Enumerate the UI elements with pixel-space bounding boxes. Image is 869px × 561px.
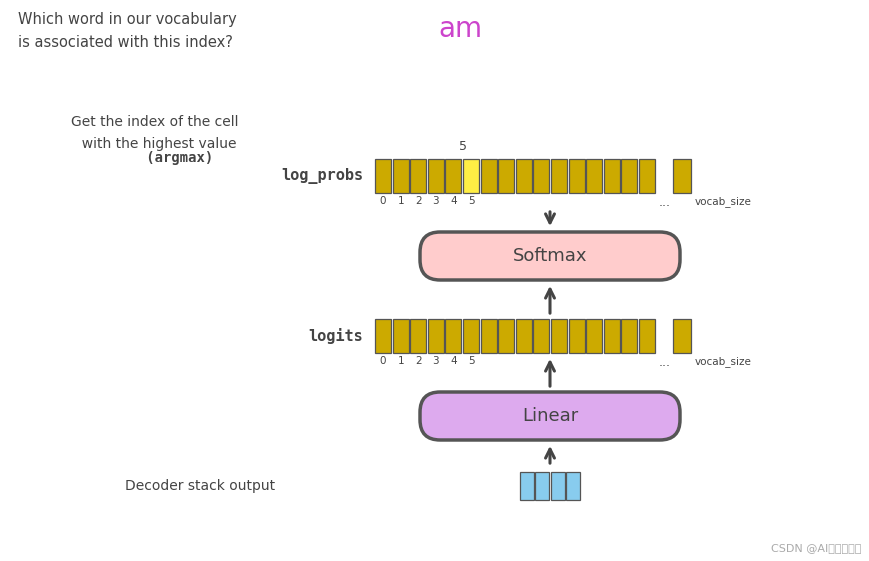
Bar bbox=[566, 472, 580, 500]
Bar bbox=[673, 159, 691, 193]
Text: Get the index of the cell
  with the highest value: Get the index of the cell with the highe… bbox=[71, 115, 239, 151]
Text: 5: 5 bbox=[468, 356, 474, 366]
Bar bbox=[446, 319, 461, 353]
Bar bbox=[551, 472, 565, 500]
Bar bbox=[639, 319, 655, 353]
Bar bbox=[481, 159, 497, 193]
Bar bbox=[604, 159, 620, 193]
Text: ...: ... bbox=[659, 196, 671, 209]
FancyBboxPatch shape bbox=[420, 392, 680, 440]
Text: 5: 5 bbox=[459, 140, 467, 153]
Text: 1: 1 bbox=[397, 196, 404, 206]
Text: 3: 3 bbox=[433, 196, 439, 206]
Bar bbox=[639, 159, 655, 193]
Bar bbox=[551, 319, 567, 353]
Text: (argmax): (argmax) bbox=[96, 151, 214, 165]
Text: ...: ... bbox=[659, 356, 671, 369]
Text: CSDN @AI架构师易筋: CSDN @AI架构师易筋 bbox=[771, 543, 861, 553]
Bar bbox=[498, 159, 514, 193]
Bar bbox=[535, 472, 549, 500]
Bar bbox=[515, 159, 532, 193]
Bar bbox=[534, 159, 549, 193]
Bar bbox=[568, 319, 585, 353]
Text: Linear: Linear bbox=[522, 407, 578, 425]
Bar bbox=[393, 319, 408, 353]
Text: Softmax: Softmax bbox=[513, 247, 587, 265]
Text: 4: 4 bbox=[450, 356, 457, 366]
Text: 2: 2 bbox=[415, 356, 421, 366]
Bar bbox=[410, 319, 427, 353]
Bar bbox=[604, 319, 620, 353]
Text: 0: 0 bbox=[380, 196, 387, 206]
Bar bbox=[515, 319, 532, 353]
Text: vocab_size: vocab_size bbox=[695, 196, 752, 207]
Bar bbox=[375, 319, 391, 353]
Text: Which word in our vocabulary
is associated with this index?: Which word in our vocabulary is associat… bbox=[18, 12, 236, 50]
Bar bbox=[673, 319, 691, 353]
Text: 3: 3 bbox=[433, 356, 439, 366]
Text: 0: 0 bbox=[380, 356, 387, 366]
Bar bbox=[551, 159, 567, 193]
Bar bbox=[568, 159, 585, 193]
Bar bbox=[498, 319, 514, 353]
Bar bbox=[621, 319, 637, 353]
Text: 1: 1 bbox=[397, 356, 404, 366]
Text: log_probs: log_probs bbox=[281, 168, 363, 184]
Text: am: am bbox=[438, 15, 482, 43]
Bar bbox=[463, 159, 479, 193]
Bar bbox=[621, 159, 637, 193]
Bar bbox=[463, 319, 479, 353]
Bar bbox=[428, 159, 444, 193]
Bar bbox=[534, 319, 549, 353]
Bar bbox=[586, 319, 602, 353]
FancyBboxPatch shape bbox=[420, 232, 680, 280]
Bar bbox=[428, 319, 444, 353]
Bar bbox=[586, 159, 602, 193]
Bar bbox=[375, 159, 391, 193]
Text: Decoder stack output: Decoder stack output bbox=[125, 479, 275, 493]
Text: 5: 5 bbox=[468, 196, 474, 206]
Bar bbox=[410, 159, 427, 193]
Text: logits: logits bbox=[308, 328, 363, 344]
Text: 4: 4 bbox=[450, 196, 457, 206]
Bar bbox=[520, 472, 534, 500]
Bar bbox=[393, 159, 408, 193]
Text: 2: 2 bbox=[415, 196, 421, 206]
Text: vocab_size: vocab_size bbox=[695, 356, 752, 367]
Bar bbox=[481, 319, 497, 353]
Bar bbox=[446, 159, 461, 193]
